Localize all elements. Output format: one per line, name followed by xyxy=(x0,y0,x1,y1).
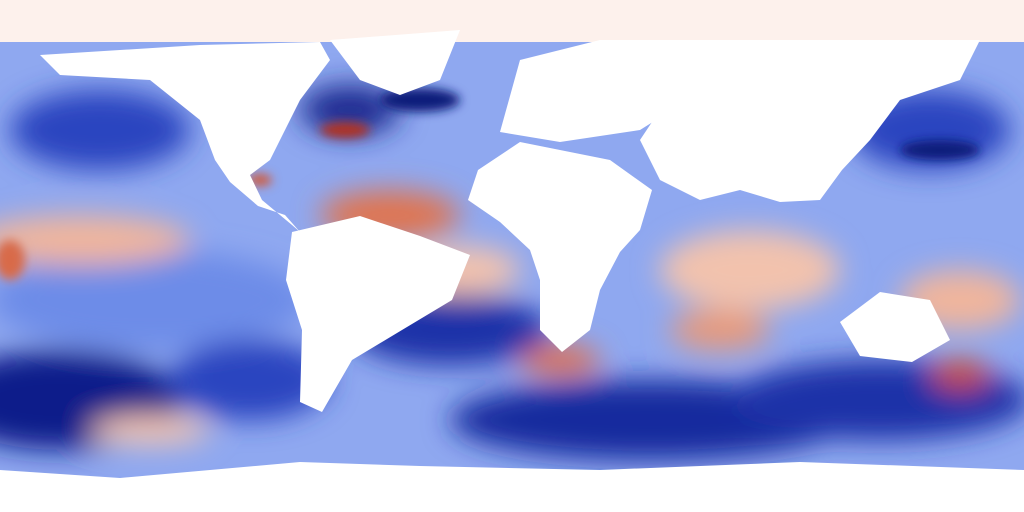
polar-band xyxy=(0,0,1024,42)
anomaly-field xyxy=(0,85,1024,460)
anomaly-detail xyxy=(0,88,980,280)
land xyxy=(0,30,1024,512)
